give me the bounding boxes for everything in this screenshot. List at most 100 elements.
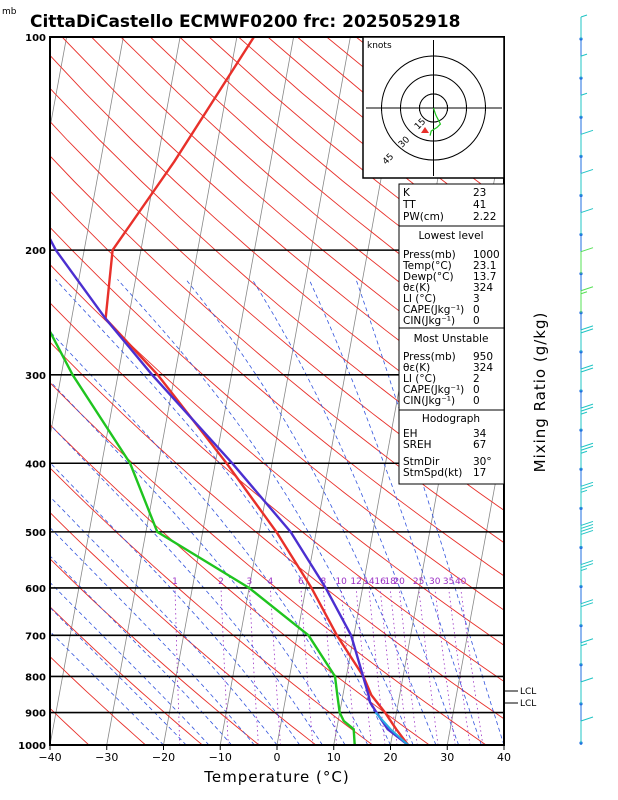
mixing-ratio-label: 8: [320, 577, 326, 587]
most-unstable-label: LI (°C): [403, 373, 436, 385]
lcl-label: LCL: [520, 699, 536, 709]
wind-barb-flag: [580, 560, 594, 566]
wind-barb-dot: [579, 663, 583, 667]
lowest-level-label: θε(K): [403, 282, 430, 294]
moist-adiabat-line: [50, 606, 187, 745]
moist-adiabat-line: [50, 461, 301, 745]
pressure-tick-label: 700: [25, 631, 46, 642]
dry-adiabat-line: [50, 87, 504, 480]
temperature-tick-labels: −40 −30 −20 −10 0 10 20 30 40: [38, 745, 511, 764]
wind-barb-flag: [580, 367, 594, 373]
isotherm-line: [163, 37, 294, 745]
wind-barb: [580, 716, 594, 743]
dry-adiabat-line: [50, 155, 504, 544]
wind-barb-flag: [580, 529, 594, 535]
index-table: K 23 TT 41 PW(cm) 2.22 Lowest level Pres…: [398, 183, 505, 485]
temperature-tick-label: −40: [38, 751, 61, 764]
lowest-level-value: 1000: [473, 249, 500, 261]
most-unstable-value: 324: [473, 362, 493, 374]
most-unstable-value: 950: [473, 351, 493, 363]
wind-barb: [580, 520, 594, 548]
mixing-ratio-label: 20: [393, 577, 405, 587]
lowest-level-value: 324: [473, 282, 493, 294]
wind-barb-flag: [580, 403, 594, 409]
moist-adiabat-line: [55, 279, 391, 745]
wind-barb: [580, 599, 594, 626]
wind-barb: [580, 638, 594, 665]
pressure-tick-label: 900: [25, 709, 46, 720]
lowest-level-value: 0: [473, 304, 480, 316]
most-unstable-box: [398, 327, 505, 411]
wind-barb-half: [580, 643, 588, 647]
mixing-ratio-label: 40: [455, 577, 467, 587]
x-axis-label: Temperature (°C): [203, 768, 349, 786]
dry-adiabat-line: [61, 37, 504, 419]
profile-line: [50, 236, 409, 745]
dry-adiabat-line: [50, 302, 504, 683]
hodograph-stats-label: StmSpd(kt): [403, 467, 462, 479]
profile-line: [104, 37, 410, 745]
most-unstable-label: θε(K): [403, 362, 430, 374]
temperature-tick-label: 40: [497, 751, 511, 764]
dry-adiabat-line: [50, 120, 504, 511]
wind-barb-flag: [580, 599, 594, 605]
mixing-ratio-label: 10: [335, 577, 347, 587]
pressure-tick-label: 200: [25, 246, 46, 257]
isotherm-line: [50, 37, 124, 439]
profiles: [50, 37, 410, 745]
most-unstable-label: CIN(Jkg⁻¹): [403, 395, 455, 407]
isotherm-line: [219, 37, 351, 745]
wind-barb-half: [580, 411, 588, 415]
wind-barb: [580, 364, 594, 391]
wind-barb-flag: [580, 523, 594, 529]
wind-barb-flag: [580, 328, 594, 334]
wind-barb-flag: [580, 325, 594, 331]
dry-adiabat-line: [502, 37, 504, 39]
isotherm-line: [446, 433, 504, 745]
mixing-ratio-line: [434, 587, 456, 745]
indices-label: TT: [402, 199, 416, 211]
dry-adiabat-line: [50, 558, 260, 745]
indices-label: PW(cm): [403, 211, 444, 223]
wind-barb: [580, 286, 594, 313]
moist-adiabat-line: [117, 279, 414, 745]
wind-barb: [580, 168, 594, 196]
hodograph-stats-value: 67: [473, 439, 486, 451]
wind-barb-half: [580, 14, 588, 18]
mixing-ratio-line: [174, 587, 181, 745]
mixing-ratio-line: [398, 587, 418, 745]
pressure-tick-label: 500: [25, 528, 46, 539]
wind-barb-flag: [580, 129, 594, 135]
wind-barb: [580, 325, 594, 352]
most-unstable-header: Most Unstable: [414, 333, 489, 345]
moist-adiabat-line: [251, 279, 459, 745]
hodograph-stats-label: SREH: [403, 439, 432, 451]
wind-barb-half: [580, 450, 588, 454]
wind-barb-flag: [580, 484, 594, 490]
wind-profile: [579, 14, 594, 745]
dry-adiabat-line: [50, 190, 504, 577]
hodograph-stats-value: 17: [473, 467, 486, 479]
moist-adiabat-line: [50, 423, 323, 745]
hodograph-stats-value: 34: [473, 428, 487, 440]
dry-adiabat-line: [50, 511, 317, 745]
mixing-ratio-label: 30: [429, 577, 441, 587]
pressure-tick-label: 1000: [18, 741, 46, 752]
lcl-label: LCL: [520, 687, 536, 697]
mixing-ratio-label: 4: [267, 577, 273, 587]
wind-barb-flag: [580, 247, 594, 253]
mixing-ratio-label: 35: [443, 577, 454, 587]
wind-barb-flag: [580, 286, 594, 292]
hodograph-ticks: [381, 55, 486, 161]
most-unstable-label: CAPE(Jkg⁻¹): [403, 384, 464, 396]
mixing-ratio-label: 18: [384, 577, 396, 587]
temperature-tick-label: 30: [440, 751, 454, 764]
dry-adiabat-line: [50, 54, 504, 449]
pressure-tick-label: 100: [25, 33, 46, 44]
hodograph-stats-value: 30°: [473, 456, 492, 468]
dry-adiabat-line: [50, 606, 203, 745]
wind-barb-flag: [580, 208, 594, 214]
dry-adiabat-line: [50, 341, 504, 720]
moist-adiabat-line: [50, 526, 255, 745]
hodograph: knots 15 30 45: [362, 36, 505, 179]
